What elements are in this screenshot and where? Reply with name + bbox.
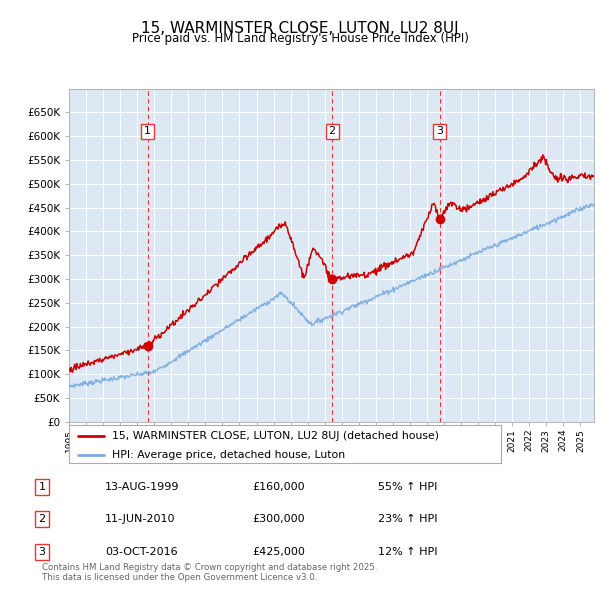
Text: 03-OCT-2016: 03-OCT-2016 (105, 547, 178, 557)
Text: 23% ↑ HPI: 23% ↑ HPI (378, 514, 437, 525)
Text: 3: 3 (436, 126, 443, 136)
Text: 13-AUG-1999: 13-AUG-1999 (105, 482, 179, 492)
Text: 3: 3 (38, 547, 46, 557)
Text: £300,000: £300,000 (252, 514, 305, 525)
Text: 1: 1 (144, 126, 151, 136)
Text: Contains HM Land Registry data © Crown copyright and database right 2025.
This d: Contains HM Land Registry data © Crown c… (42, 563, 377, 582)
Text: Price paid vs. HM Land Registry's House Price Index (HPI): Price paid vs. HM Land Registry's House … (131, 32, 469, 45)
Text: 55% ↑ HPI: 55% ↑ HPI (378, 482, 437, 492)
Text: 1: 1 (38, 482, 46, 492)
Text: £425,000: £425,000 (252, 547, 305, 557)
Text: 12% ↑ HPI: 12% ↑ HPI (378, 547, 437, 557)
Text: 2: 2 (38, 514, 46, 525)
Text: HPI: Average price, detached house, Luton: HPI: Average price, detached house, Luto… (112, 450, 346, 460)
Text: 11-JUN-2010: 11-JUN-2010 (105, 514, 176, 525)
Text: 15, WARMINSTER CLOSE, LUTON, LU2 8UJ (detached house): 15, WARMINSTER CLOSE, LUTON, LU2 8UJ (de… (112, 431, 439, 441)
Text: 2: 2 (329, 126, 336, 136)
Text: £160,000: £160,000 (252, 482, 305, 492)
Text: 15, WARMINSTER CLOSE, LUTON, LU2 8UJ: 15, WARMINSTER CLOSE, LUTON, LU2 8UJ (141, 21, 459, 35)
